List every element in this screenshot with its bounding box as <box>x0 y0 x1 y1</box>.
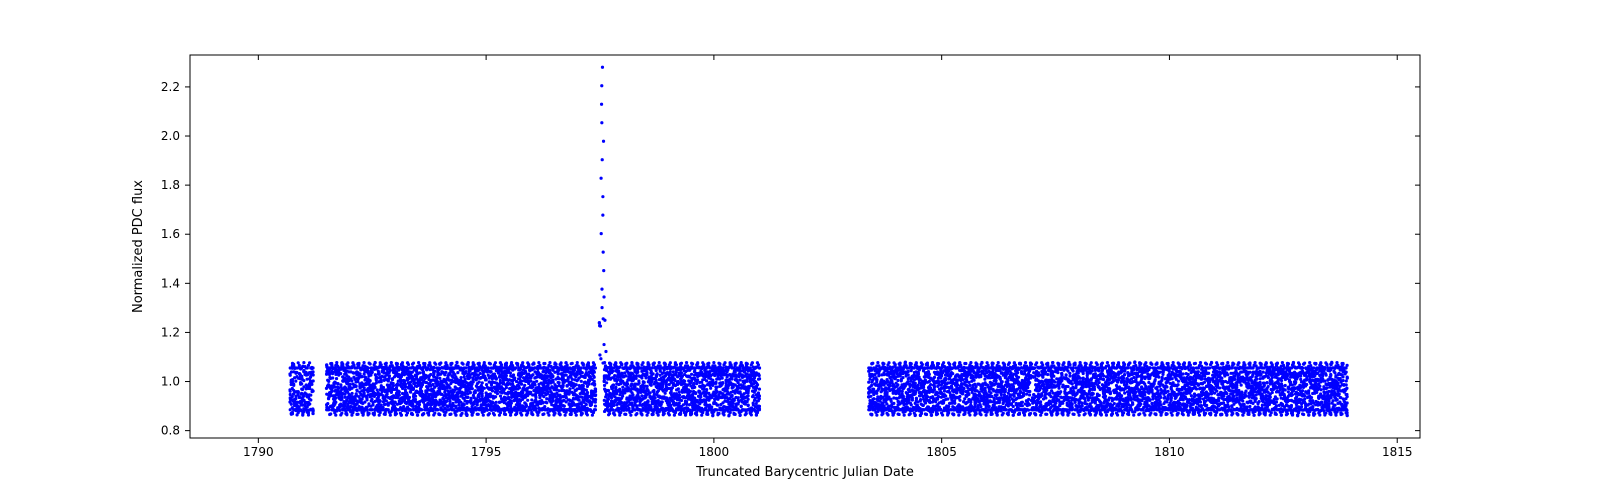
y-tick-label: 2.0 <box>161 129 180 143</box>
y-axis-label: Normalized PDC flux <box>131 180 146 313</box>
x-tick-label: 1810 <box>1154 445 1185 459</box>
x-tick-label: 1790 <box>243 445 274 459</box>
y-tick-label: 1.6 <box>161 227 180 241</box>
y-tick-label: 2.2 <box>161 80 180 94</box>
x-tick-label: 1815 <box>1382 445 1413 459</box>
y-tick-label: 1.2 <box>161 325 180 339</box>
chart-svg: 1790 1795 1800 1805 1810 1815 0.8 1.0 1.2 1.4 1.6… <box>0 0 1600 500</box>
x-tick-label: 1795 <box>471 445 502 459</box>
y-tick-label: 1.4 <box>161 276 180 290</box>
x-tick-label: 1800 <box>699 445 730 459</box>
y-tick-label: 1.0 <box>161 375 180 389</box>
x-axis-label: Truncated Barycentric Julian Date <box>695 465 914 480</box>
scatter-chart: 1790 1795 1800 1805 1810 1815 0.8 1.0 1.2 1.4 1.6… <box>0 0 1600 500</box>
y-tick-label: 0.8 <box>161 424 180 438</box>
x-tick-label: 1805 <box>926 445 957 459</box>
scatter-points <box>288 66 1349 418</box>
y-tick-label: 1.8 <box>161 178 180 192</box>
